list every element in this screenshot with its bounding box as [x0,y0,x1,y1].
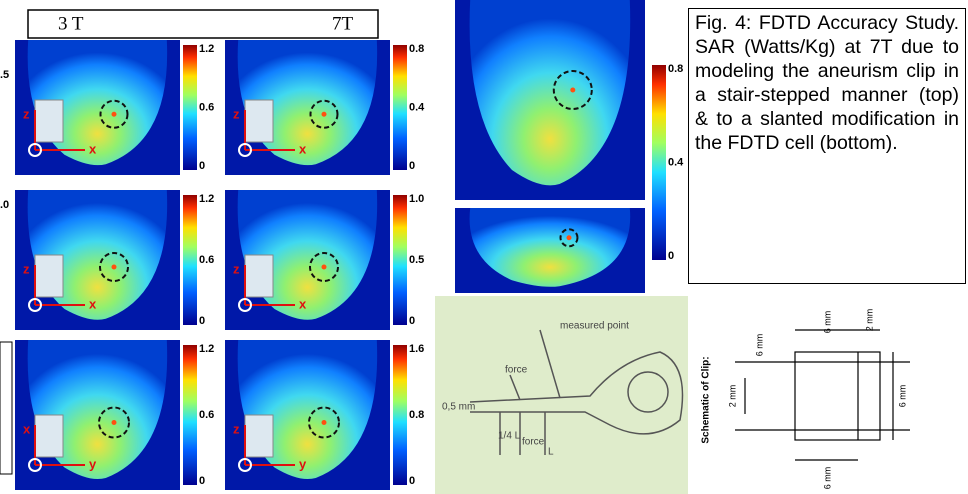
axis-label: x [299,141,307,156]
schematic-title: Schematic of Clip: [701,356,712,443]
panel-divider [645,0,650,290]
header-right: 7T [332,13,354,34]
colorbar-label: 1.2 [199,193,214,205]
colorbar-label: 0.8 [668,63,683,75]
hotspot [112,265,117,270]
hotspot [570,88,575,93]
photo-label: 0,5 mm [442,402,475,413]
colorbar-label: 0 [199,315,205,327]
colorbar [393,195,407,325]
axis-label: z [233,261,240,276]
hotspot [112,112,117,117]
colorbar-label: 0.5 [409,254,424,266]
photo-label: measured point [560,321,629,332]
axis-label: z [233,106,240,121]
clip-model [245,415,273,457]
edge-label: .5 [0,69,9,81]
dim-label: 6 mm [754,334,764,357]
colorbar-label: 1.2 [199,43,214,55]
clip-model [35,100,63,142]
colorbar-label: 0 [409,160,415,172]
hotspot [322,420,327,425]
edge-box [0,342,12,474]
colorbar-label: 0 [409,475,415,487]
axis-label: z [23,261,30,276]
axis-label: z [233,421,240,436]
axis-label: z [23,106,30,121]
colorbar-label: 0.8 [409,43,424,55]
photo-label: L [548,447,554,458]
hotspot [322,112,327,117]
colorbar [652,65,666,260]
colorbar-label: 1.2 [199,343,214,355]
colorbar-label: 0.4 [668,156,684,168]
axis-label: x [89,296,97,311]
caption: Fig. 4: FDTD Accuracy Study. SAR (Watts/… [688,8,966,284]
colorbar-label: 0.6 [199,101,214,113]
clip-model [245,255,273,297]
axis-label: x [23,421,31,436]
clip-model [245,100,273,142]
dim-label: 6 mm [822,467,832,490]
dim-label: 6 mm [897,385,907,408]
colorbar-label: 0.6 [199,409,214,421]
clip-model [35,255,63,297]
hotspot [567,235,572,240]
axis-label: x [89,141,97,156]
colorbar [183,195,197,325]
colorbar-label: 0 [199,475,205,487]
colorbar-label: 0.6 [199,254,214,266]
colorbar-label: 0.8 [409,409,424,421]
axis-label: y [299,456,307,471]
hotspot [112,420,117,425]
header-left: 3 T [58,13,84,34]
colorbar [183,45,197,170]
colorbar-label: 0 [199,160,205,172]
colorbar-label: 0 [409,315,415,327]
clip-model [35,415,63,457]
colorbar-label: 1.0 [409,193,424,205]
axis-label: x [299,296,307,311]
axis-label: y [89,456,97,471]
colorbar [393,345,407,485]
dim-label: 6 mm [822,311,832,334]
colorbar [393,45,407,170]
photo-label: 1/4 L [498,431,521,442]
colorbar-label: 1.6 [409,343,424,355]
edge-label: .0 [0,199,9,211]
dim-label: 2 mm [864,309,874,332]
colorbar-label: 0 [668,250,674,262]
dim-label: 2 mm [727,385,737,408]
colorbar-label: 0.4 [409,101,425,113]
colorbar [183,345,197,485]
photo-label: force [522,437,545,448]
hotspot [322,265,327,270]
figure: 3 T 7T .5 .0 measured point force 0,5 mm… [0,0,968,494]
photo-label: force [505,365,528,376]
